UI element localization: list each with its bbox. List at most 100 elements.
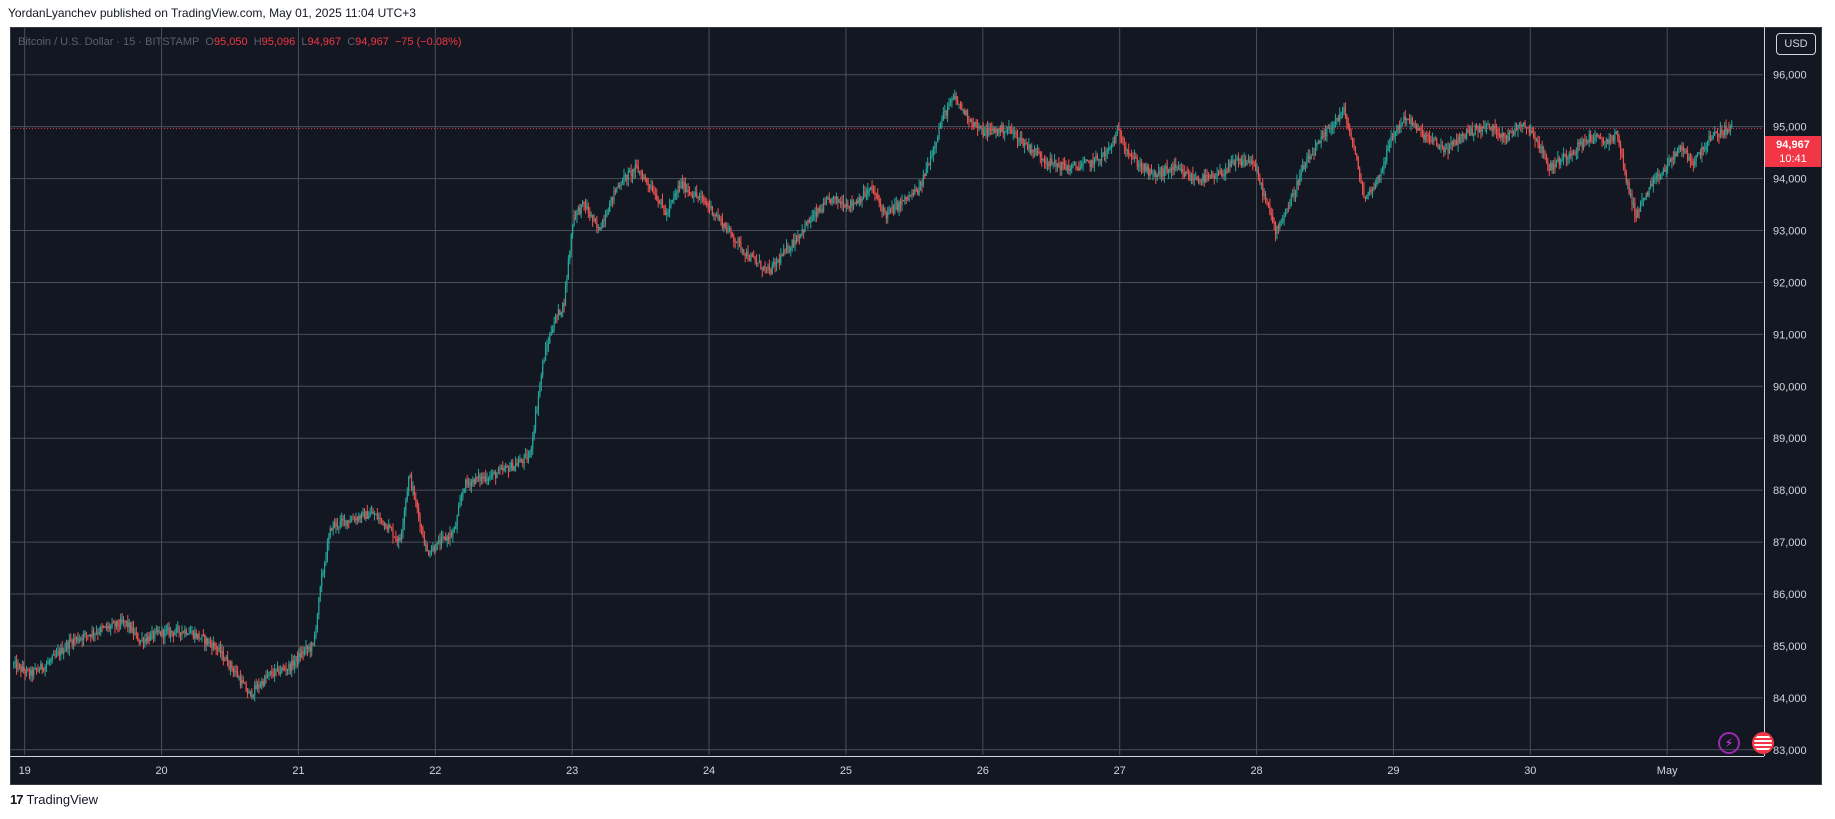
candle-body	[837, 196, 839, 203]
candle-body	[207, 638, 209, 644]
candle-body	[1051, 158, 1053, 164]
candle-body	[630, 171, 632, 177]
candle-body	[24, 671, 26, 674]
candle-body	[1428, 136, 1431, 142]
candle-body	[1504, 136, 1506, 139]
candle-body	[1437, 144, 1439, 148]
currency-button[interactable]: USD	[1776, 33, 1816, 55]
candle-body	[808, 219, 810, 223]
price-axis[interactable]	[1764, 27, 1822, 756]
candle-body	[118, 626, 120, 628]
candle-body	[1005, 130, 1007, 133]
candle-body	[323, 564, 326, 573]
candle-body	[564, 285, 567, 307]
candle-body	[329, 528, 331, 537]
candle-body	[378, 517, 380, 519]
candle-body	[522, 461, 524, 463]
candle-body	[680, 181, 682, 188]
candle-body	[313, 635, 316, 644]
us-flag-icon[interactable]	[1752, 732, 1774, 754]
candle-body	[606, 214, 608, 217]
candle-body	[1480, 125, 1482, 132]
candle-body	[1129, 154, 1131, 156]
candle-body	[41, 663, 43, 670]
candle-body	[48, 661, 50, 663]
tradingview-logo-icon: 17	[10, 792, 24, 807]
lightning-icon[interactable]: ⚡	[1718, 732, 1740, 754]
candle-body	[1202, 174, 1204, 181]
candle-body	[998, 127, 1000, 134]
candle-body	[1461, 134, 1463, 136]
candle-body	[418, 508, 420, 517]
candle-body	[422, 527, 424, 537]
candle-body	[911, 192, 913, 196]
candle-body	[342, 518, 344, 520]
candle-body	[616, 187, 618, 193]
last-price-label: 94,967 10:41	[1765, 136, 1821, 167]
candle-body	[1018, 140, 1020, 142]
legend-symbol[interactable]: Bitcoin / U.S. Dollar · 15 · BITSTAMP	[18, 36, 200, 48]
time-tick-label: 23	[566, 765, 578, 777]
candle-body	[845, 203, 847, 208]
candle-body	[552, 328, 554, 333]
candle-body	[1474, 125, 1476, 134]
candle-body	[646, 178, 648, 183]
time-tick-label: 22	[429, 765, 441, 777]
last-price-value: 94,967	[1776, 138, 1810, 151]
candle-body	[1491, 127, 1493, 131]
candle-body	[231, 661, 233, 669]
candle-body	[1343, 107, 1345, 112]
candle-body	[1290, 195, 1292, 207]
candle-body	[1510, 132, 1512, 134]
candle-body	[316, 614, 319, 629]
chart-pane[interactable]	[10, 27, 1822, 785]
candle-body	[1367, 191, 1369, 195]
candle-body	[664, 209, 666, 216]
candle-body	[362, 511, 364, 513]
candle-body	[624, 174, 626, 176]
candle-body	[688, 191, 691, 193]
candle-body	[1527, 127, 1529, 129]
candle-body	[854, 203, 856, 205]
candle-body	[1371, 187, 1374, 193]
time-axis[interactable]	[10, 756, 1764, 785]
candle-body	[1176, 167, 1178, 169]
candle-body	[760, 261, 762, 269]
candle-body	[1724, 126, 1726, 136]
candle-body	[189, 632, 192, 634]
candle-body	[138, 640, 140, 643]
candle-body	[285, 669, 287, 671]
candle-body	[1689, 156, 1692, 161]
candle-body	[820, 209, 822, 212]
candle-body	[611, 196, 614, 201]
candle-body	[495, 472, 497, 479]
candle-body	[519, 459, 521, 463]
candle-body	[884, 208, 886, 214]
candle-body	[865, 194, 867, 197]
candle-body	[1547, 162, 1549, 170]
candle-body	[58, 651, 60, 656]
candle-body	[579, 207, 581, 214]
candle-body	[1293, 193, 1295, 196]
legend-open-value: 95,050	[213, 36, 248, 48]
candle-body	[275, 668, 277, 670]
candle-body	[949, 102, 952, 104]
candle-body	[1637, 210, 1639, 218]
candle-body	[1582, 138, 1585, 149]
candle-body	[1458, 137, 1461, 144]
candle-body	[597, 227, 599, 229]
candle-body	[1701, 147, 1703, 157]
candle-body	[1552, 164, 1555, 170]
candle-body	[1565, 154, 1568, 160]
candle-body	[708, 206, 711, 209]
candle-body	[1015, 132, 1017, 134]
candle-body	[393, 536, 396, 538]
candle-body	[1484, 127, 1486, 129]
time-tick-label: 25	[840, 765, 852, 777]
candle-body	[1172, 167, 1174, 170]
candle-body	[389, 525, 391, 528]
candle-body	[892, 206, 895, 213]
candle-body	[1145, 164, 1147, 172]
candle-body	[650, 186, 652, 188]
